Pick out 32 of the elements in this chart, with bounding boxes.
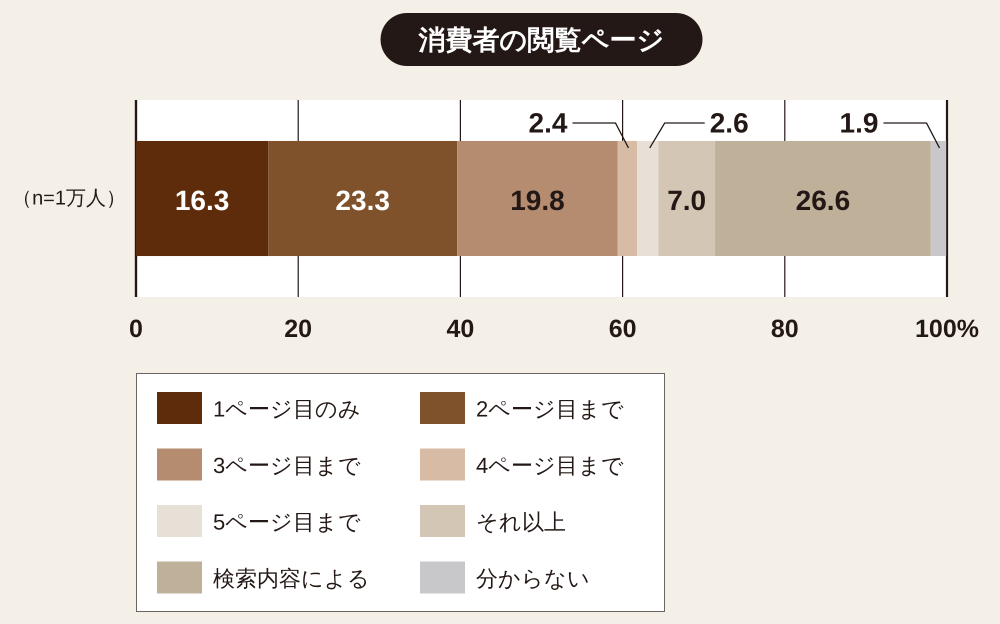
legend-label: 4ページ目まで: [476, 453, 624, 478]
bar: [637, 140, 658, 256]
chart-title: 消費者の閲覧ページ: [418, 25, 664, 55]
data-label: 1.9: [840, 107, 878, 138]
legend-label: 1ページ目のみ: [213, 396, 362, 422]
x-tick-label: 0: [129, 315, 143, 343]
data-label: 23.3: [335, 185, 390, 216]
x-tick-label: 60: [608, 315, 637, 343]
x-tick-label: 20: [284, 315, 312, 343]
legend-label: それ以上: [476, 510, 566, 534]
legend-label: 検索内容による: [213, 566, 370, 591]
legend-label: 3ページ目まで: [213, 453, 362, 478]
legend-label: 分からない: [476, 566, 590, 591]
data-label: 2.6: [710, 107, 749, 138]
y-tick-label: （n=1万人）: [12, 188, 126, 210]
legend-label: 5ページ目まで: [213, 510, 362, 534]
x-tick-label: 40: [446, 315, 474, 343]
data-label: 2.4: [528, 107, 568, 138]
data-label: 19.8: [510, 185, 565, 216]
bar: [658, 140, 716, 256]
bar: [715, 140, 931, 256]
bar: [618, 140, 638, 256]
x-tick-label: 100%: [915, 315, 979, 343]
data-label: 16.3: [174, 185, 230, 216]
data-label: 26.6: [796, 185, 850, 216]
bar: [930, 140, 946, 256]
x-tick-label: 80: [770, 315, 799, 343]
data-label: 7.0: [667, 185, 706, 216]
bar: [268, 140, 458, 256]
bar: [457, 140, 618, 256]
bar: [136, 140, 268, 256]
legend-label: 2ページ目まで: [476, 396, 624, 422]
